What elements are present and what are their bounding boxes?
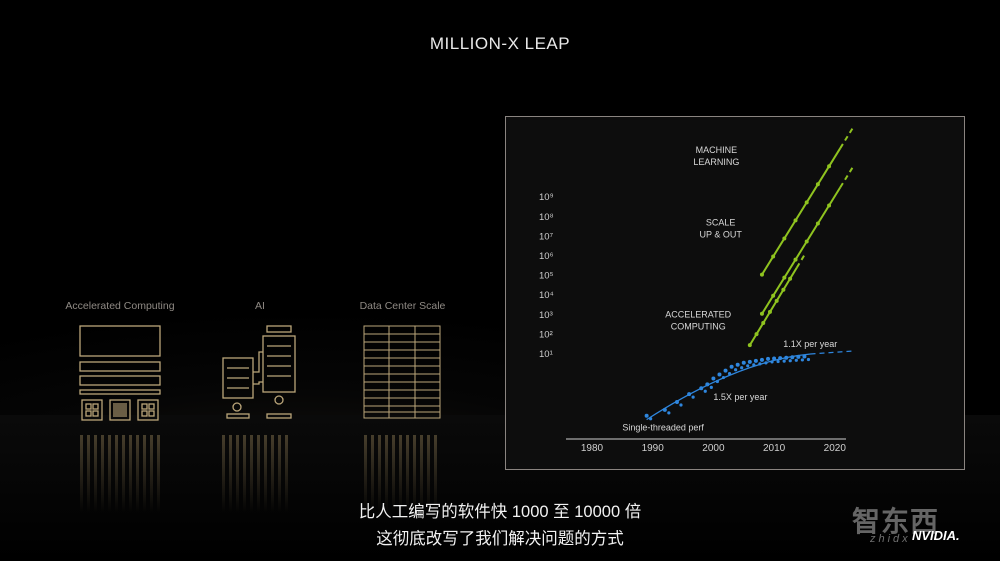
icon-reflection (222, 435, 292, 513)
series-point (793, 218, 798, 223)
scatter-point (806, 357, 811, 362)
series-point (774, 298, 779, 303)
scatter-point (759, 357, 764, 362)
data-center-rack-icon (363, 325, 441, 419)
scatter-point (717, 372, 722, 377)
series-line-extension (839, 166, 854, 188)
scatter-point (711, 376, 716, 381)
y-tick-label: 10⁹ (539, 192, 554, 203)
x-tick-label: 2000 (702, 443, 725, 454)
scatter-point (703, 389, 707, 393)
scatter-point (800, 358, 804, 362)
trend-line (646, 353, 811, 421)
chart-annotation: UP & OUT (700, 230, 743, 240)
series-point (759, 311, 764, 316)
y-tick-label: 10⁴ (539, 290, 554, 301)
ai-network-icon (222, 325, 296, 419)
series-point (793, 257, 798, 262)
scatter-point (734, 368, 738, 372)
series-line (761, 186, 842, 315)
scatter-point (691, 395, 695, 399)
watermark-brand: 智东西 (852, 506, 940, 537)
scatter-point (723, 368, 728, 373)
scatter-point (741, 360, 746, 365)
y-tick-label: 10⁵ (539, 271, 554, 282)
series-point (767, 309, 772, 314)
scatter-point (644, 413, 649, 418)
scatter-point (729, 364, 734, 369)
category-label-ai: AI (255, 300, 265, 312)
scatter-point (766, 356, 771, 361)
series-point (827, 164, 832, 169)
icon-reflection (364, 435, 440, 513)
series-point (771, 293, 776, 298)
series-point (781, 287, 786, 292)
y-tick-label: 10³ (539, 310, 553, 321)
series-line (748, 267, 798, 346)
chart-annotation: ACCELERATED (665, 310, 731, 320)
watermark-domain: zhidx (870, 533, 911, 545)
series-line-extension (839, 127, 854, 149)
scatter-point (794, 358, 798, 362)
chart-annotation: 1.1X per year (783, 339, 837, 349)
series-point (815, 221, 820, 226)
scatter-point (782, 359, 786, 363)
series-point (754, 332, 759, 337)
series-point (759, 272, 764, 277)
icon-reflection (80, 435, 162, 513)
chart-annotation: LEARNING (693, 157, 739, 167)
scatter-point (788, 359, 792, 363)
series-point (788, 276, 793, 281)
y-tick-label: 10⁷ (539, 231, 554, 242)
subtitle-line-2: 这彻底改写了我们解决问题的方式 (376, 530, 624, 548)
series-point (747, 343, 752, 348)
y-tick-label: 10⁸ (539, 212, 554, 223)
accelerated-computing-icon (79, 325, 161, 421)
series-point (804, 200, 809, 205)
y-tick-label: 10² (539, 329, 553, 340)
chart-panel: 1980 1990 2000 2010 2020 10¹ 10² 10³ 10⁴ 10⁵ 10⁶ 10… (505, 116, 965, 470)
chart-annotation: COMPUTING (671, 322, 726, 332)
series-point (782, 275, 787, 280)
x-tick-label: 1980 (581, 443, 604, 454)
scatter-point (709, 385, 713, 389)
scatter-point (747, 359, 752, 364)
nvidia-logo: NVIDIA. (912, 528, 960, 543)
trend-line-extension (810, 350, 854, 355)
series-line (761, 147, 842, 276)
series-point (771, 254, 776, 259)
scatter-point (740, 366, 744, 370)
slide-title: MILLION-X LEAP (429, 34, 571, 53)
performance-chart: 1980 1990 2000 2010 2020 10¹ 10² 10³ 10⁴ 10⁵ 10⁶ 10… (539, 127, 854, 454)
chart-annotation: Single-threaded perf (622, 422, 704, 432)
x-tick-label: 2010 (763, 443, 786, 454)
scatter-point (735, 362, 740, 367)
series-point (815, 182, 820, 187)
chart-annotation: MACHINE (696, 145, 738, 155)
series-line-extension (795, 254, 806, 269)
chart-annotation: SCALE (706, 218, 736, 228)
scatter-point (802, 354, 807, 359)
x-tick-label: 2020 (824, 443, 847, 454)
series-point (804, 239, 809, 244)
scatter-point (776, 359, 780, 364)
subtitle-line-1: 比人工编写的软件快 1000 至 10000 倍 (358, 503, 642, 521)
scatter-point (667, 411, 671, 415)
scatter-point (746, 364, 750, 368)
series-point (761, 321, 766, 326)
series-point (827, 203, 832, 208)
scatter-point (679, 403, 683, 407)
scatter-point (753, 358, 758, 363)
category-label-accelerated-computing: Accelerated Computing (65, 300, 175, 312)
y-tick-label: 10¹ (539, 349, 553, 360)
y-tick-label: 10⁶ (539, 251, 554, 262)
category-label-data-center-scale: Data Center Scale (359, 300, 446, 312)
chart-annotation: 1.5X per year (713, 392, 767, 402)
x-tick-label: 1990 (642, 443, 665, 454)
series-point (782, 236, 787, 241)
